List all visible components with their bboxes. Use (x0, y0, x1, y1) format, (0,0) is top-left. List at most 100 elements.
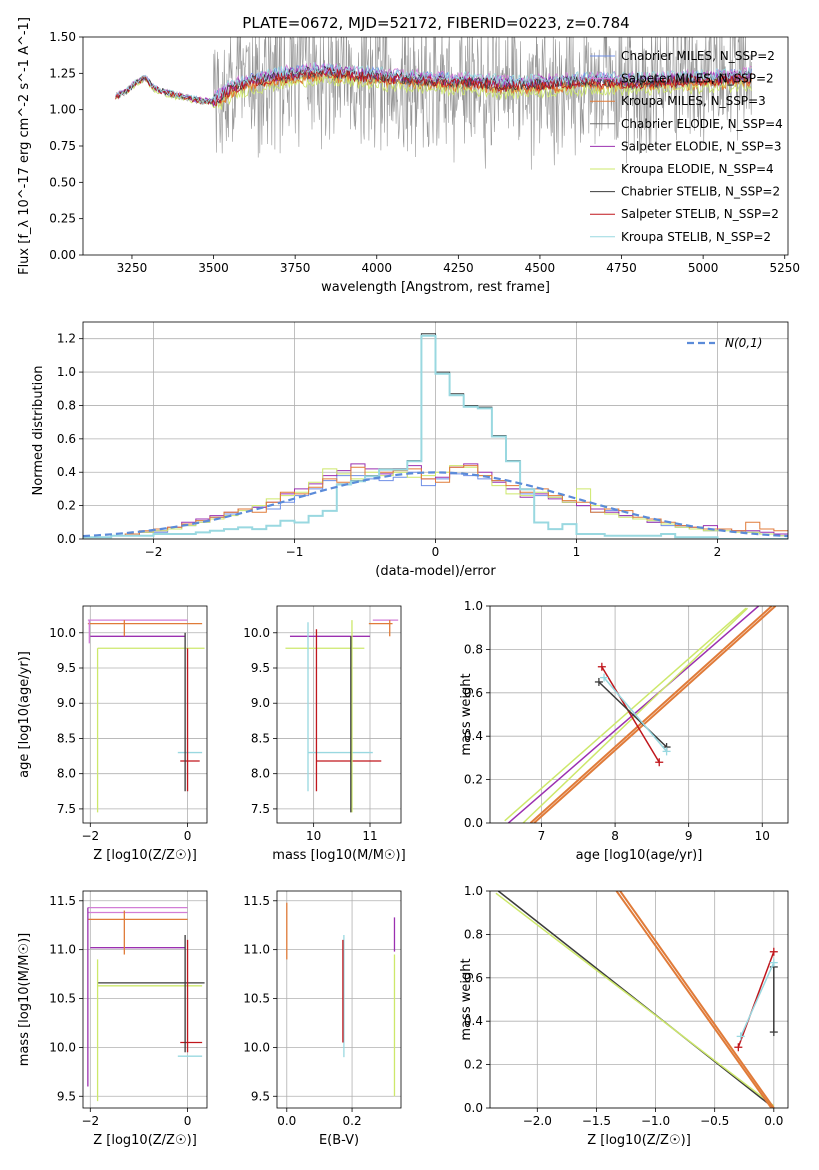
y-tick-label: 0.0 (464, 816, 483, 830)
x-tick-label: 4250 (443, 261, 474, 275)
y-tick-label: 11.0 (49, 943, 76, 957)
residual-legend: N(0,1) (687, 336, 762, 350)
y-tick-label: 9.0 (251, 696, 270, 710)
weight-vs-age-panel: 7 8 9 10 0.0 0.2 0.4 0.6 0.8 1.0 age [log10(age/yr… (459, 599, 789, 863)
observed-spectrum (115, 37, 752, 170)
spectrum-panel: 3250 3500 3750 4000 4250 4500 4750 5000 5250 0.00… (17, 17, 800, 295)
plus-marker (594, 677, 603, 686)
legend-label: Chabrier MILES, N_SSP=2 (621, 49, 775, 63)
x-tick-label: 10 (755, 829, 770, 843)
plus-marker (600, 673, 609, 682)
y-tick-label: 8.0 (251, 767, 270, 781)
y-tick-label: 11.0 (243, 943, 270, 957)
weight-line (619, 891, 775, 1108)
y-tick-label: 0.25 (49, 212, 76, 226)
x-tick-label: −2 (145, 545, 163, 559)
weight-line (533, 606, 777, 823)
weight-line (615, 891, 773, 1108)
y-tick-label: 0.4 (464, 729, 483, 743)
x-axis-label: Z [log10(Z/Z☉)] (587, 1133, 691, 1148)
plot-area (115, 37, 753, 170)
x-tick-label: 3750 (280, 261, 311, 275)
y-tick-label: 10.0 (49, 626, 76, 640)
residual-histogram-panel: −2 −1 0 1 2 0.0 0.2 0.4 0.6 0.8 1.0 1.2 (data-model)… (31, 321, 789, 579)
y-tick-label: 9.5 (57, 661, 76, 675)
x-tick-label: −1 (286, 545, 304, 559)
weight-line (603, 677, 668, 752)
y-tick-label: 11.5 (243, 894, 270, 908)
y-tick-label: 8.5 (57, 731, 76, 745)
x-tick-label: −2.0 (523, 1114, 552, 1128)
legend-label: Kroupa ELODIE, N_SSP=4 (621, 162, 774, 176)
x-axis-label: E(B-V) (319, 1133, 359, 1148)
x-tick-label: 0 (184, 829, 192, 843)
plus-marker (769, 1028, 778, 1037)
y-tick-label: 0.8 (464, 927, 483, 941)
y-tick-label: 1.00 (49, 103, 76, 117)
plot-area (87, 906, 205, 1102)
legend-label: Salpeter STELIB, N_SSP=2 (621, 207, 779, 221)
y-tick-label: 1.0 (57, 365, 76, 379)
x-tick-label: −2 (81, 1114, 99, 1128)
spectrum-legend: Chabrier MILES, N_SSP=2 Salpeter MILES, N… (590, 49, 783, 244)
y-tick-label: 0.4 (57, 465, 76, 479)
weight-line (504, 607, 747, 822)
legend-label: Chabrier STELIB, N_SSP=2 (621, 185, 780, 199)
x-axis-label: wavelength [Angstrom, rest frame] (321, 280, 550, 295)
weight-line (495, 892, 775, 1107)
legend-label: Salpeter ELODIE, N_SSP=3 (621, 139, 782, 153)
axes-frame (82, 605, 208, 824)
model-spectrum-salpeter-stelib (115, 67, 752, 107)
x-axis-label: age [log10(age/yr)] (576, 848, 703, 863)
y-axis-label: mass weight (459, 673, 474, 755)
x-tick-label: 3250 (117, 261, 148, 275)
x-tick-label: 11 (362, 829, 377, 843)
y-tick-label: 8.0 (57, 767, 76, 781)
x-tick-label: 0.0 (764, 1114, 783, 1128)
y-tick-label: 9.5 (251, 661, 270, 675)
x-axis-label: (data-model)/error (375, 564, 496, 579)
y-tick-label: 10.0 (243, 1040, 270, 1054)
y-tick-label: 10.5 (243, 992, 270, 1006)
y-tick-label: 10.5 (49, 992, 76, 1006)
legend-label: Kroupa STELIB, N_SSP=2 (621, 230, 771, 244)
y-axis-label: mass weight (459, 958, 474, 1040)
age-vs-metallicity-panel: −2 0 7.5 8.0 8.5 9.0 9.5 10.0 Z [log10(Z/Z☉)] age… (17, 605, 208, 863)
y-tick-label: 10.0 (49, 1040, 76, 1054)
y-tick-label: 0.6 (464, 971, 483, 985)
y-tick-label: 11.5 (49, 894, 76, 908)
y-tick-label: 9.5 (251, 1089, 270, 1103)
x-axis-label: mass [log10(M/M☉)] (272, 848, 405, 863)
plot-area (286, 902, 396, 1097)
y-tick-label: 0.00 (49, 248, 76, 262)
weight-vs-metallicity-panel: −2.0 −1.5 −1.0 −0.5 0.0 0.0 0.2 0.4 0.6 0.8 1.0 Z [… (459, 884, 789, 1148)
y-tick-label: 8.5 (251, 731, 270, 745)
age-vs-mass-panel: 10 11 7.5 8.0 8.5 9.0 9.5 10.0 mass [log10(M/M☉)… (243, 605, 406, 863)
plus-marker (734, 1043, 743, 1052)
model-spectrum-kroupa-stelib (115, 62, 752, 105)
y-tick-label: 1.2 (57, 332, 76, 346)
plus-marker (662, 747, 671, 756)
weight-line (598, 681, 668, 748)
y-tick-label: 10.0 (243, 626, 270, 640)
x-tick-label: 9 (685, 829, 693, 843)
weight-line (740, 962, 775, 1037)
y-tick-label: 0.2 (464, 773, 483, 787)
x-tick-label: −1.0 (641, 1114, 670, 1128)
x-tick-label: 0 (184, 1114, 192, 1128)
axes-frame (276, 890, 402, 1109)
y-tick-label: 1.50 (49, 30, 76, 44)
mass-vs-metallicity-panel: −2 0 9.5 10.0 10.5 11.0 11.5 Z [log10(Z/Z☉)] mas… (17, 890, 208, 1148)
x-tick-label: 4750 (606, 261, 637, 275)
plot-area (87, 619, 205, 813)
y-tick-label: 0.2 (57, 499, 76, 513)
y-tick-label: 0.8 (57, 398, 76, 412)
weight-line (601, 666, 660, 763)
weight-line (737, 951, 775, 1048)
weight-line (529, 606, 773, 823)
y-tick-label: 9.5 (57, 1089, 76, 1103)
histogram-wide-3 (83, 465, 788, 538)
normal-curve (83, 471, 788, 538)
legend-label: N(0,1) (725, 336, 762, 350)
x-tick-label: 5250 (769, 261, 800, 275)
